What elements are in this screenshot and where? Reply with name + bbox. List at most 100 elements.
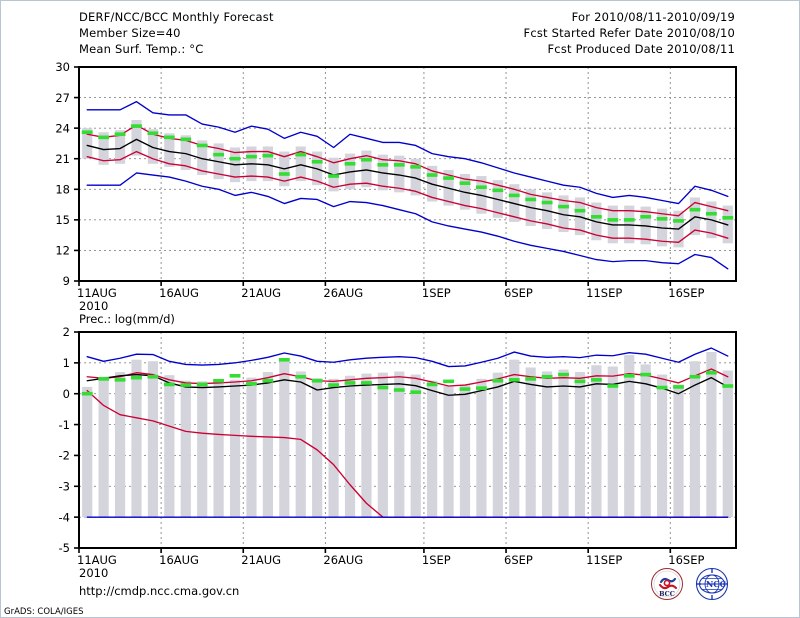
spread-bar-inner xyxy=(297,371,305,487)
spread-bar xyxy=(361,150,372,188)
temperature-chart: 9 12 15 18 21 24 27 30 xyxy=(55,60,737,288)
series-line-minimum xyxy=(86,172,729,270)
spread-bar xyxy=(197,140,208,176)
forecast-start-date-label: Fcst Started Refer Date 2010/08/10 xyxy=(523,26,735,40)
spread-bar-inner xyxy=(182,380,190,465)
forecast-range-label: For 2010/08/11-2010/09/19 xyxy=(571,10,735,24)
temperature-panel: 9 12 15 18 21 24 27 30 xyxy=(1,1,800,321)
series-line-maximum xyxy=(86,347,729,368)
y-tick-label: -5 xyxy=(59,541,70,555)
x-axis-tick-label: 11SEP xyxy=(586,286,623,300)
agency-logos: BCC NCC xyxy=(650,567,746,601)
spread-bar-group xyxy=(82,352,733,518)
spread-bar-inner xyxy=(445,386,452,453)
ncc-logo-icon: NCC xyxy=(695,567,729,601)
precipitation-x-axis-year: 2010 xyxy=(79,566,109,580)
gridlines xyxy=(79,67,736,281)
x-axis-tick-label: 1SEP xyxy=(421,553,451,567)
spread-bar-inner xyxy=(313,378,321,468)
y-tick-label: -2 xyxy=(59,449,70,463)
y-tick-label: 9 xyxy=(63,274,70,288)
series-line-maximum xyxy=(86,100,729,205)
x-axis-tick-label: 11AUG xyxy=(77,553,117,567)
observation-dash-group xyxy=(81,357,734,396)
x-axis-tick-label: 16SEP xyxy=(668,553,705,567)
figure-title: DERF/NCC/BCC Monthly Forecast xyxy=(79,10,274,24)
spread-bar-inner xyxy=(576,372,584,485)
spread-bar-inner xyxy=(510,359,518,518)
spread-bar-inner xyxy=(609,366,617,496)
spread-bar-inner xyxy=(478,378,485,474)
spread-bar-inner xyxy=(149,361,157,504)
y-tick-label: 2 xyxy=(63,326,70,339)
x-axis-tick-label: 6SEP xyxy=(504,553,533,567)
source-url[interactable]: http://cmdp.ncc.cma.gov.cn xyxy=(79,584,240,598)
x-axis-tick-label: 21AUG xyxy=(241,553,282,567)
y-tick-label: 18 xyxy=(55,182,70,196)
x-axis-tick-label: 16AUG xyxy=(159,286,199,300)
spread-bar-inner xyxy=(363,373,370,478)
spread-bar-inner xyxy=(428,380,436,462)
spread-bar-inner xyxy=(412,374,419,478)
spread-bar-inner xyxy=(560,369,567,493)
spread-bar-inner xyxy=(642,364,649,505)
spread-bar-inner xyxy=(625,355,633,518)
x-axis-tick-label: 26AUG xyxy=(323,286,364,300)
plot-frame xyxy=(78,331,737,549)
y-tick-label: 1 xyxy=(63,356,70,370)
x-axis-tick-label: 6SEP xyxy=(504,286,533,300)
y-tick-label: 0 xyxy=(63,387,70,401)
temperature-variable-label: Mean Surf. Temp.: °C xyxy=(79,42,204,56)
series-line-upper-quartile xyxy=(86,124,729,217)
y-tick-label: 12 xyxy=(55,244,70,258)
spread-bar-inner xyxy=(461,384,469,457)
x-axis-tick-label: 26AUG xyxy=(323,553,364,567)
y-tick-label: 24 xyxy=(55,121,70,135)
spread-bar-inner xyxy=(593,365,600,502)
spread-bar-inner xyxy=(724,370,732,488)
y-tick-label: -1 xyxy=(59,418,70,432)
svg-text:BCC: BCC xyxy=(659,590,675,598)
spread-bar-inner xyxy=(346,375,354,473)
spread-bar-inner xyxy=(675,384,682,462)
spread-bar-inner xyxy=(215,380,222,459)
spread-bar-inner xyxy=(248,377,255,468)
spread-bar-inner xyxy=(379,372,387,493)
spread-bar xyxy=(295,146,306,182)
series-line-upper-quartile xyxy=(86,368,729,387)
y-tick-label: 21 xyxy=(55,152,70,166)
observation-dash-group xyxy=(81,124,734,223)
spread-bar-inner xyxy=(708,352,715,515)
y-tick-label: 27 xyxy=(55,91,70,105)
x-axis-tick-label: 1SEP xyxy=(421,286,451,300)
y-tick-label: 30 xyxy=(55,60,70,74)
spread-bar-inner xyxy=(198,381,206,462)
spread-bar xyxy=(180,135,191,170)
grads-credit: GrADS: COLA/IGES xyxy=(4,607,84,617)
y-tick-label: -3 xyxy=(59,479,70,493)
forecast-produced-date-label: Fcst Produced Date 2010/08/11 xyxy=(547,42,735,56)
spread-bar xyxy=(262,146,273,182)
spread-bar xyxy=(558,195,569,233)
spread-bar-inner xyxy=(264,372,272,485)
spread-bar-inner xyxy=(494,372,502,490)
plot-frame xyxy=(78,66,737,282)
member-size-label: Member Size=40 xyxy=(79,26,181,40)
precipitation-panel: -5 -4 -3 -2 -1 0 1 2 xyxy=(1,326,800,561)
x-axis-tick-label: 16AUG xyxy=(159,553,199,567)
spread-bar-inner xyxy=(658,374,666,482)
spread-bar-inner xyxy=(527,367,534,499)
bcc-logo-icon: BCC xyxy=(651,568,683,600)
svg-text:NCC: NCC xyxy=(706,579,726,589)
spread-bar-inner xyxy=(543,371,551,488)
spread-bar-inner xyxy=(330,378,337,464)
x-axis xyxy=(78,548,672,553)
x-axis-tick-label: 21AUG xyxy=(241,286,282,300)
series-line-ensemble-mean xyxy=(86,138,729,230)
spread-bar-inner xyxy=(166,375,173,474)
series-line-lower-quartile xyxy=(86,150,729,243)
y-tick-label: -4 xyxy=(59,510,70,524)
spread-bar-inner xyxy=(116,372,124,491)
spread-bar xyxy=(114,130,126,164)
